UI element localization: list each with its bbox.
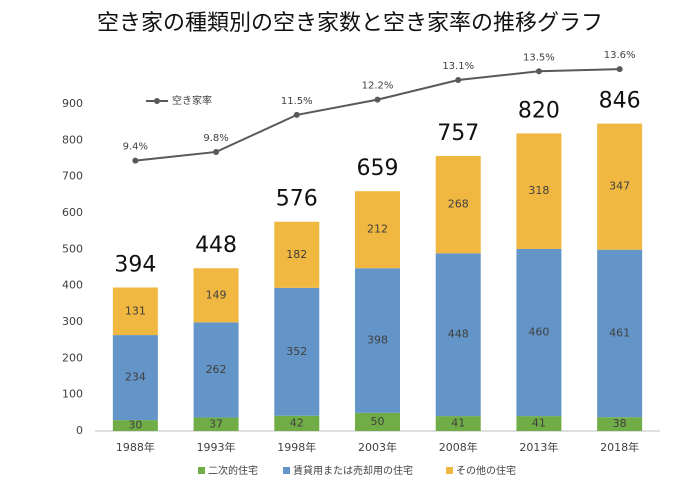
data-label: 38 [613, 417, 627, 430]
data-label: 318 [528, 184, 549, 197]
rate-marker [535, 68, 542, 75]
legend-swatch [283, 467, 290, 474]
data-label: 50 [371, 415, 385, 428]
total-label: 757 [437, 121, 479, 146]
legend-swatch [198, 467, 205, 474]
bar-segment [112, 335, 158, 421]
legend-label: 賃貸用または売却用の住宅 [293, 464, 413, 477]
y-tick-label: 0 [76, 424, 83, 437]
rate-label: 12.2% [362, 81, 394, 92]
data-label: 268 [448, 198, 469, 211]
bar-segment [274, 415, 320, 431]
y-tick-label: 200 [62, 351, 83, 364]
x-tick-label: 1998年 [277, 440, 316, 454]
rate-marker [132, 157, 139, 164]
bar-segment [355, 268, 400, 413]
bar-segment [193, 322, 239, 418]
x-tick-label: 2013年 [519, 440, 558, 454]
rate-label: 11.5% [281, 96, 313, 107]
data-label: 347 [609, 180, 630, 193]
bar-segment [274, 287, 320, 416]
y-tick-label: 600 [62, 206, 83, 219]
data-label: 149 [206, 288, 227, 301]
data-label: 234 [125, 371, 146, 384]
rate-label: 9.8% [203, 133, 228, 144]
data-label: 212 [367, 223, 388, 236]
data-label: 461 [609, 326, 630, 339]
y-tick-label: 500 [62, 242, 83, 255]
bar-segment [597, 123, 643, 250]
rate-marker [455, 77, 462, 84]
legend-label: 空き家率 [172, 94, 212, 107]
total-label: 820 [518, 98, 560, 123]
y-tick-label: 300 [62, 315, 83, 328]
bar-segment [435, 253, 481, 417]
data-label: 398 [367, 334, 388, 347]
total-label: 448 [195, 233, 237, 258]
total-label: 394 [114, 252, 156, 277]
data-label: 448 [448, 328, 469, 341]
legend-label: その他の住宅 [456, 464, 516, 477]
data-label: 30 [128, 419, 142, 432]
legend-marker [154, 98, 160, 104]
data-label: 131 [125, 304, 146, 317]
chart-title: 空き家の種類別の空き家数と空き家率の推移グラフ [97, 11, 603, 36]
bar-segment [274, 221, 320, 288]
data-label: 41 [451, 417, 465, 430]
rate-label: 9.4% [123, 142, 148, 153]
x-tick-label: 2018年 [600, 440, 639, 454]
rate-marker [213, 148, 220, 155]
data-label: 42 [290, 416, 304, 429]
bar-segment [516, 248, 562, 417]
bar-segment [516, 416, 562, 431]
y-tick-label: 800 [62, 133, 83, 146]
bar-segment [112, 420, 158, 431]
rate-label: 13.1% [442, 61, 474, 72]
bar-segment [435, 155, 481, 254]
x-tick-label: 2008年 [439, 440, 478, 454]
data-label: 460 [528, 326, 549, 339]
x-tick-label: 1993年 [197, 440, 236, 454]
bar-segment [597, 249, 643, 418]
bar-segment [112, 287, 158, 336]
y-tick-label: 900 [62, 97, 83, 110]
legend-swatch [446, 467, 453, 474]
rate-marker [293, 111, 300, 118]
total-label: 846 [599, 89, 641, 114]
data-label: 37 [209, 417, 223, 430]
legend-label: 二次的住宅 [208, 464, 258, 477]
data-label: 41 [532, 417, 546, 430]
bar-segment [355, 412, 400, 431]
bar-segment [355, 191, 400, 269]
total-label: 576 [276, 187, 318, 212]
x-tick-label: 2003年 [358, 440, 397, 454]
data-label: 352 [286, 345, 307, 358]
bar-segment [597, 417, 643, 431]
rate-marker [616, 66, 623, 73]
y-tick-label: 100 [62, 388, 83, 401]
data-label: 262 [206, 363, 227, 376]
rate-label: 13.5% [523, 52, 555, 63]
rate-marker [374, 96, 381, 103]
total-label: 659 [357, 156, 399, 181]
bar-segment [435, 416, 481, 431]
y-tick-label: 700 [62, 170, 83, 183]
bar-segment [193, 268, 239, 323]
y-tick-label: 400 [62, 279, 83, 292]
bar-segment [516, 133, 562, 249]
x-tick-label: 1988年 [116, 440, 155, 454]
data-label: 182 [286, 248, 307, 261]
rate-label: 13.6% [604, 50, 636, 61]
bar-segment [193, 417, 239, 431]
